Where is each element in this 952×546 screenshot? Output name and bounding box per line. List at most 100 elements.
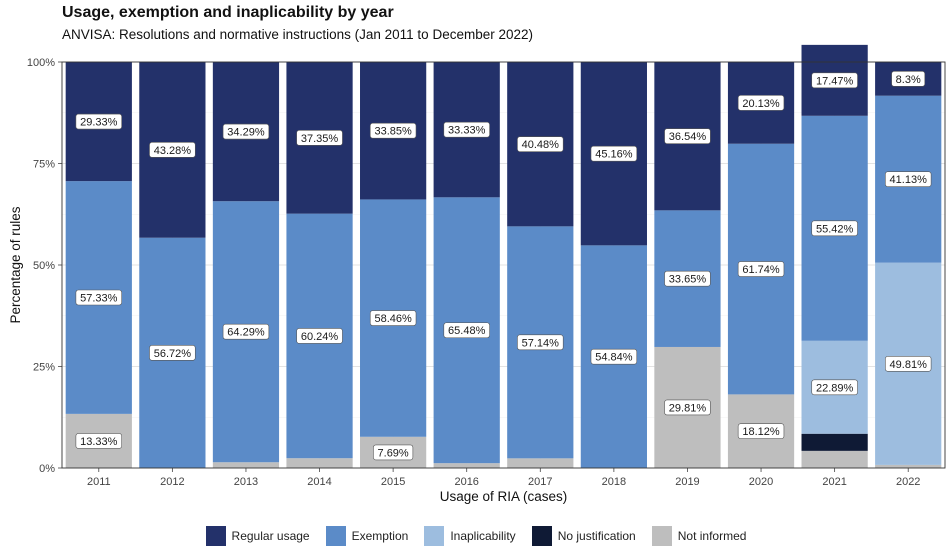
legend-swatch	[424, 526, 445, 546]
data-label-box	[891, 71, 926, 87]
x-tick-label: 2022	[896, 476, 920, 488]
data-label: 61.74%	[742, 264, 780, 276]
data-label-box	[75, 289, 122, 306]
bar-segment	[801, 450, 868, 468]
data-label: 56.72%	[154, 348, 192, 360]
data-label-box	[369, 310, 417, 326]
x-tick-label: 2011	[87, 476, 111, 488]
data-label: 18.12%	[742, 426, 780, 438]
x-tick-label: 2018	[602, 476, 626, 488]
bar-segment	[212, 462, 280, 468]
x-tick-label: 2020	[749, 476, 773, 488]
y-tick-label: 0%	[39, 463, 55, 475]
data-label: 57.14%	[522, 337, 560, 349]
data-label-box	[373, 444, 414, 461]
data-label-box	[443, 121, 490, 138]
data-label-box	[885, 356, 932, 372]
data-label-box	[664, 128, 711, 144]
x-tick-label: 2012	[160, 476, 184, 488]
x-tick-label: 2015	[381, 476, 405, 488]
legend-item: Not informed	[651, 526, 747, 546]
x-axis-title: Usage of RIA (cases)	[440, 489, 568, 504]
legend-swatch	[205, 526, 226, 546]
y-tick-label: 75%	[33, 159, 55, 171]
data-label-box	[811, 220, 858, 237]
legend-label: Exemption	[351, 529, 409, 543]
data-label-box	[149, 142, 196, 158]
data-label-box	[590, 145, 638, 162]
legend-item: Exemption	[325, 526, 409, 546]
data-label: 17.47%	[816, 75, 854, 87]
bar-segment	[507, 458, 574, 468]
data-label: 29.33%	[80, 117, 118, 129]
x-tick-label: 2013	[234, 476, 258, 488]
data-label-box	[75, 433, 122, 449]
legend-label: No justification	[557, 529, 636, 543]
data-label: 37.35%	[301, 133, 339, 145]
x-tick-label: 2017	[528, 476, 552, 488]
data-label-box	[296, 328, 343, 344]
data-label: 13.33%	[80, 436, 118, 448]
data-label: 57.33%	[80, 293, 118, 305]
legend-swatch	[531, 526, 552, 546]
legend-label: Not informed	[677, 529, 747, 543]
legend-item: No justification	[531, 526, 636, 546]
data-label-box	[222, 123, 270, 140]
legend-swatch	[651, 526, 672, 546]
data-label: 33.33%	[448, 125, 486, 137]
data-label-box	[811, 72, 858, 89]
data-label: 55.42%	[816, 223, 854, 235]
data-label-box	[369, 122, 417, 139]
data-label: 33.65%	[669, 274, 707, 286]
data-label-box	[222, 323, 270, 340]
data-label: 22.89%	[816, 382, 854, 394]
data-label: 40.48%	[522, 139, 560, 151]
plot-border	[61, 61, 946, 469]
bar-segment	[875, 464, 942, 468]
data-label-box	[737, 423, 785, 439]
data-label: 58.46%	[374, 313, 412, 325]
bar-segment	[286, 458, 353, 468]
data-label-box	[75, 113, 122, 130]
data-label: 54.84%	[595, 352, 633, 364]
y-tick-label: 50%	[33, 260, 55, 272]
data-label-box	[885, 171, 932, 187]
data-label: 36.54%	[669, 131, 707, 143]
x-tick-label: 2019	[675, 476, 699, 488]
data-label: 60.24%	[301, 331, 339, 343]
legend-item: Regular usage	[205, 526, 310, 546]
data-label: 43.28%	[154, 145, 192, 157]
y-tick-label: 25%	[33, 362, 55, 374]
chart-subtitle: ANVISA: Resolutions and normative instru…	[62, 27, 533, 42]
legend-label: Inaplicability	[450, 529, 516, 543]
legend-label: Regular usage	[231, 529, 310, 543]
data-label-box	[737, 261, 785, 277]
y-tick-label: 100%	[27, 57, 55, 69]
data-label-box	[664, 270, 711, 287]
bar-segment	[801, 433, 868, 451]
data-label: 45.16%	[595, 149, 633, 161]
data-label-box	[149, 345, 196, 361]
chart-title: Usage, exemption and inaplicability by y…	[62, 4, 394, 21]
legend-swatch	[325, 526, 346, 546]
bar-segment	[433, 463, 500, 468]
data-label: 64.29%	[227, 327, 265, 339]
data-label: 7.69%	[378, 447, 409, 459]
x-tick-label: 2014	[307, 476, 331, 488]
data-label-box	[737, 95, 785, 111]
chart-legend: Regular usage Exemption Inaplicability No j…	[0, 526, 952, 546]
data-label: 41.13%	[890, 174, 928, 186]
data-label-box	[517, 334, 564, 351]
x-tick-label: 2016	[454, 476, 478, 488]
data-label: 8.3%	[896, 74, 921, 86]
data-label-box	[590, 348, 638, 365]
data-label-box	[811, 379, 858, 396]
legend-item: Inaplicability	[424, 526, 516, 546]
y-axis-title: Percentage of rules	[8, 206, 23, 323]
data-label: 34.29%	[227, 127, 265, 139]
data-label-box	[664, 399, 711, 416]
data-label: 29.81%	[669, 402, 707, 414]
data-label: 20.13%	[742, 98, 780, 110]
data-label-box	[296, 130, 343, 146]
data-label: 49.81%	[890, 359, 928, 371]
